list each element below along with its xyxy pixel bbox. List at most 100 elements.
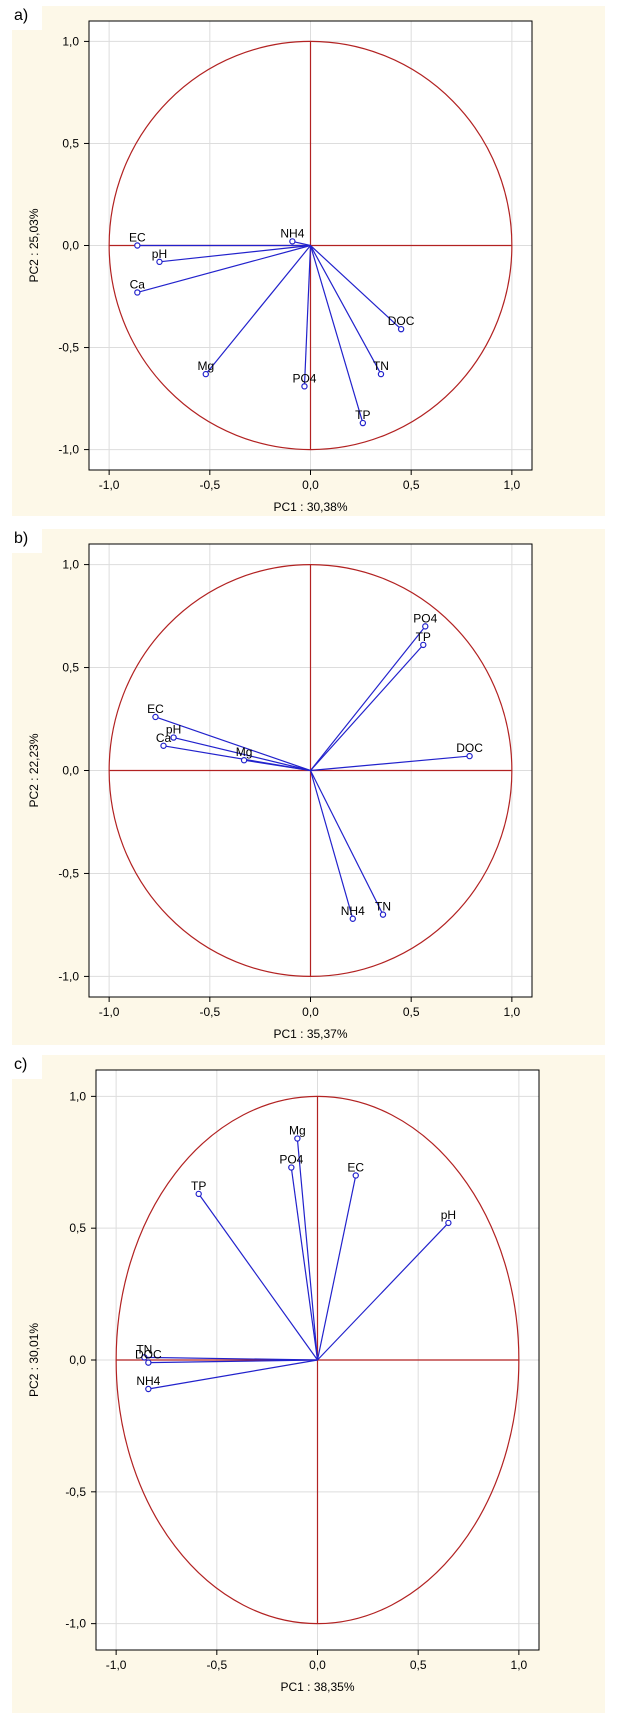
y-tick-label: -0,5 (58, 866, 79, 880)
loading-point (420, 641, 427, 649)
loading-vector (137, 244, 311, 294)
y-tick-label: 1,0 (62, 34, 79, 48)
y-axis-title: PC2 : 25,03% (27, 208, 41, 282)
loading-point (397, 325, 405, 333)
point-label: Mg (197, 359, 214, 373)
y-axis-title: PC2 : 30,01% (27, 1323, 41, 1397)
loading-point (301, 383, 308, 390)
y-tick-label: 0,0 (62, 764, 79, 778)
point-label: TN (375, 900, 391, 914)
y-tick-label: -0,5 (58, 341, 79, 355)
y-tick-label: 0,0 (62, 239, 79, 253)
point-label: Ca (130, 277, 146, 291)
point-label: EC (347, 1160, 364, 1174)
point-label: DOC (135, 1348, 162, 1362)
loading-point (294, 1135, 301, 1142)
loading-point (466, 752, 473, 760)
loading-vector (309, 770, 384, 915)
x-tick-label: 0,0 (302, 478, 319, 492)
loading-vector (310, 644, 424, 771)
loading-point (134, 242, 141, 249)
point-label: EC (129, 231, 146, 245)
y-tick-label: 0,5 (69, 1221, 86, 1235)
loading-vector (309, 245, 364, 424)
loading-point (170, 734, 177, 741)
loading-vector (159, 244, 311, 263)
loading-vector (303, 245, 312, 387)
point-label: NH4 (136, 1374, 160, 1388)
y-tick-label: 0,5 (62, 136, 79, 150)
loading-vector (205, 245, 311, 375)
x-tick-label: 1,0 (504, 478, 521, 492)
loading-point (134, 289, 141, 296)
chart-panel-b: EC pH Ca Mg PO4 TP DOC NH4 TN -1,0 -0,5 0,0 0,5 1,0 1,… (12, 527, 605, 1045)
loading-vector (144, 1356, 318, 1361)
loading-point (240, 757, 248, 764)
loading-vector (148, 1359, 318, 1364)
loading-vector (155, 716, 311, 772)
y-tick-label: -1,0 (58, 969, 79, 983)
point-label: Ca (156, 731, 172, 745)
y-tick-label: -1,0 (65, 1617, 86, 1631)
point-label: PO4 (279, 1153, 303, 1167)
point-label: NH4 (280, 226, 304, 240)
point-label: TP (191, 1179, 206, 1193)
loading-vector (309, 770, 354, 919)
loading-point (145, 1359, 152, 1366)
loading-point (352, 1172, 359, 1179)
loading-point (160, 742, 167, 749)
point-label: DOC (388, 314, 415, 328)
loading-vector (316, 1175, 357, 1361)
loading-vector (243, 759, 311, 772)
x-axis-title: PC1 : 35,37% (273, 1027, 347, 1041)
loading-vector (148, 1359, 318, 1390)
x-tick-label: -1,0 (106, 1658, 127, 1672)
loading-vector (310, 755, 470, 772)
loading-vector (290, 1167, 319, 1361)
pca-loading-plot-a: EC pH Ca NH4 Mg PO4 DOC TN TP -1,0 -0,5 0,0 0,5 1,0 1,… (27, 20, 533, 514)
x-axis-title: PC1 : 38,35% (280, 1680, 354, 1694)
x-tick-label: 0,0 (309, 1658, 326, 1672)
x-tick-label: 1,0 (511, 1658, 528, 1672)
loading-vector (309, 245, 382, 375)
loading-point (445, 1219, 452, 1227)
point-label: TN (136, 1342, 152, 1356)
loading-point (377, 370, 385, 378)
point-label: DOC (456, 741, 483, 755)
point-label: PO4 (413, 611, 437, 625)
loading-point (152, 713, 159, 721)
y-tick-label: -0,5 (65, 1485, 86, 1499)
point-label: NH4 (341, 904, 365, 918)
x-tick-label: 0,5 (403, 1005, 420, 1019)
point-label: TP (416, 630, 431, 644)
point-label: Mg (236, 745, 253, 759)
panel-label-a: a) (12, 4, 42, 30)
loading-vector (310, 245, 402, 330)
point-label: EC (147, 702, 164, 716)
x-tick-label: 1,0 (504, 1005, 521, 1019)
loading-point (195, 1190, 202, 1198)
loading-vector (317, 1222, 449, 1361)
y-tick-label: 0,5 (62, 661, 79, 675)
point-label: TP (355, 408, 370, 422)
point-label: TN (373, 359, 389, 373)
loading-point (202, 370, 209, 378)
chart-panel-a: EC pH Ca NH4 Mg PO4 DOC TN TP -1,0 -0,5 0,0 0,5 1,0 1,… (12, 4, 605, 516)
point-label: pH (166, 723, 181, 737)
y-tick-label: -1,0 (58, 443, 79, 457)
loading-point (289, 238, 296, 245)
loading-point (145, 1385, 152, 1393)
panel-label-b: b) (12, 527, 42, 553)
point-label: Mg (289, 1124, 306, 1138)
loading-point (422, 623, 429, 630)
loading-vector (310, 625, 426, 771)
x-tick-label: -0,5 (206, 1658, 227, 1672)
y-tick-label: 1,0 (62, 558, 79, 572)
x-tick-label: -0,5 (199, 1005, 220, 1019)
panel-label-c: c) (12, 1053, 42, 1079)
x-tick-label: 0,0 (302, 1005, 319, 1019)
point-label: pH (441, 1208, 456, 1222)
loading-point (156, 258, 163, 266)
loading-vector (173, 736, 311, 772)
point-label: pH (152, 247, 167, 261)
